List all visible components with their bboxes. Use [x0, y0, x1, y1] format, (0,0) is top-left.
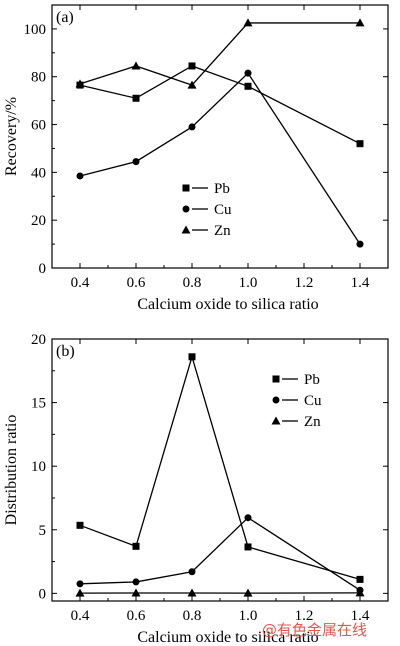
x-tick-label: 1.0 — [239, 608, 258, 624]
y-tick-label: 15 — [31, 396, 46, 412]
data-point-cu — [188, 568, 196, 576]
x-tick-label: 0.6 — [127, 275, 146, 291]
legend-label-pb: Pb — [304, 372, 320, 388]
legend-marker-pb — [182, 184, 190, 192]
legend-marker-cu — [272, 396, 280, 404]
x-tick-label: 0.8 — [183, 608, 202, 624]
data-point-zn — [187, 588, 197, 597]
x-axis-title: Calcium oxide to silica ratio — [137, 296, 318, 313]
y-tick-label: 20 — [31, 213, 46, 229]
panel-label: (b) — [56, 343, 75, 360]
data-point-zn — [131, 61, 141, 70]
x-tick-label: 1.4 — [351, 275, 370, 291]
y-tick-label: 40 — [31, 165, 46, 181]
data-point-zn — [355, 588, 365, 597]
data-point-cu — [132, 158, 140, 166]
data-point-cu — [76, 172, 84, 180]
x-tick-label: 0.6 — [127, 608, 146, 624]
legend-label-cu: Cu — [214, 202, 232, 218]
panel-a-chart: 0.4 0.6 0.8 1.0 1.2 1.4 0 20 40 60 80 100 Calcium ox… — [3, 4, 389, 313]
x-tick-label: 0.4 — [71, 275, 90, 291]
y-tick-label: 0 — [39, 586, 47, 602]
data-point-zn — [243, 18, 253, 27]
x-tick-label: 1.4 — [351, 608, 370, 624]
data-point-cu — [356, 240, 364, 248]
legend-label-zn: Zn — [214, 223, 231, 239]
data-point-cu — [188, 123, 196, 131]
watermark-text: @有色金属在线 — [262, 621, 367, 639]
data-point-cu — [244, 514, 252, 522]
panel-label: (a) — [56, 9, 74, 26]
data-point-pb — [132, 542, 140, 550]
series-line-pb — [79, 354, 361, 581]
panel-b-chart: 0.4 0.6 0.8 1.0 1.2 1.4 0 5 10 15 20 Calcium oxide … — [3, 332, 389, 646]
y-axis-title: Distribution ratio — [3, 415, 20, 526]
data-point-pb — [132, 94, 140, 102]
x-tick-label: 0.8 — [183, 275, 202, 291]
legend-marker-pb — [272, 375, 280, 383]
data-point-zn — [75, 79, 85, 88]
series-line-cu — [79, 72, 361, 245]
legend-marker-zn — [181, 225, 191, 234]
legend-marker-zn — [271, 416, 281, 425]
data-point-zn — [131, 588, 141, 597]
data-point-pb — [356, 575, 364, 583]
x-tick-label: 1.2 — [295, 608, 314, 624]
y-tick-label: 60 — [31, 118, 46, 134]
data-point-pb — [188, 62, 196, 70]
data-point-zn — [355, 18, 365, 27]
series-line-pb — [79, 65, 361, 145]
x-tick-label: 1.2 — [295, 275, 314, 291]
y-tick-label: 0 — [39, 261, 47, 277]
data-point-pb — [76, 521, 84, 529]
data-point-pb — [244, 543, 252, 551]
y-axis-title: Recovery/% — [3, 97, 20, 176]
data-point-zn — [187, 80, 197, 89]
x-axis-title: Calcium oxide to silica ratio — [137, 629, 318, 646]
data-point-pb — [188, 353, 196, 361]
legend-label-cu: Cu — [304, 393, 322, 409]
y-tick-label: 10 — [31, 459, 46, 475]
series-line-cu — [79, 516, 361, 591]
y-tick-label: 100 — [24, 22, 47, 38]
y-tick-label: 20 — [31, 332, 46, 348]
legend-label-pb: Pb — [214, 181, 230, 197]
data-point-zn — [75, 588, 85, 597]
plot-frame — [51, 338, 389, 602]
y-tick-label: 80 — [31, 70, 46, 86]
x-tick-label: 1.0 — [239, 275, 258, 291]
y-tick-label: 5 — [39, 523, 47, 539]
x-tick-label: 0.4 — [71, 608, 90, 624]
data-point-pb — [244, 82, 252, 90]
data-point-zn — [243, 588, 253, 597]
data-point-cu — [132, 578, 140, 586]
data-point-cu — [76, 580, 84, 588]
legend-label-zn: Zn — [304, 414, 321, 430]
data-point-pb — [356, 140, 364, 148]
legend-marker-cu — [182, 205, 190, 213]
data-point-cu — [244, 69, 252, 77]
